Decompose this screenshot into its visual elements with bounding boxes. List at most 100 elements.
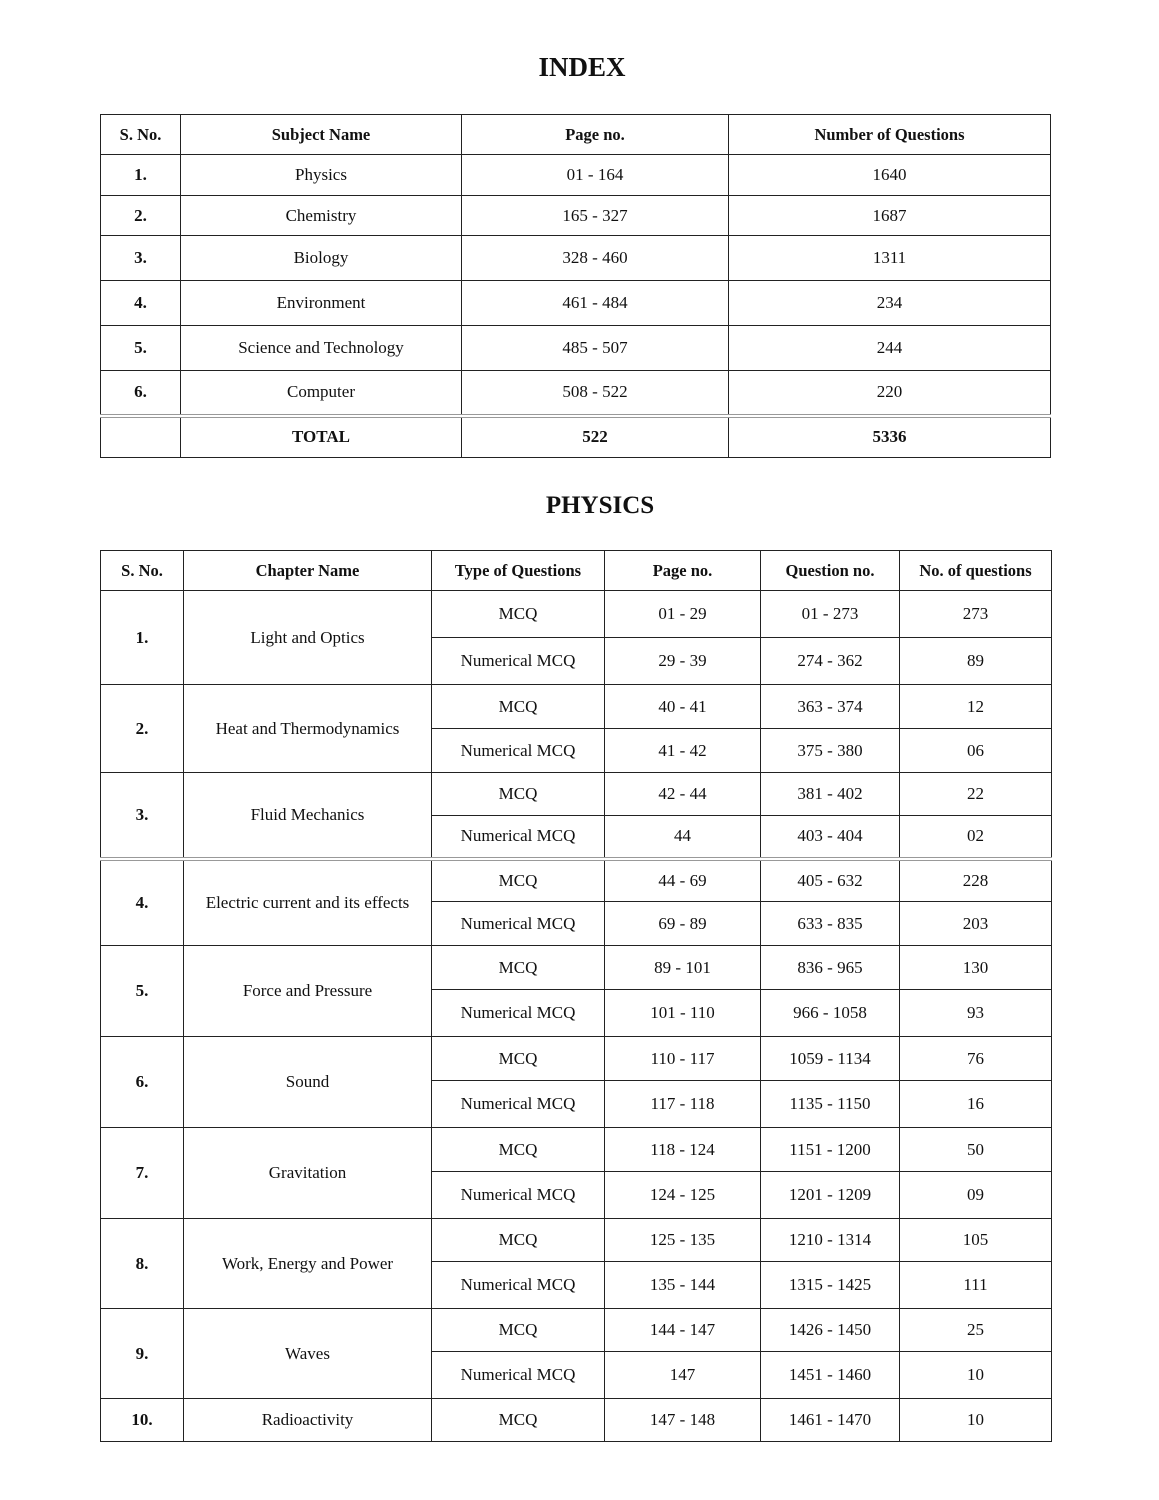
question-count: 93 [899,989,1052,1037]
sno: 4. [100,280,181,326]
table-row: 7. Gravitation MCQ 118 - 124 1151 - 1200 50 [100,1127,1052,1219]
question-type: Numerical MCQ [431,1351,605,1399]
chapter-name: Light and Optics [183,590,432,685]
header-questions: Number of Questions [728,114,1051,155]
question-type: MCQ [431,1127,605,1172]
question-count: 06 [899,728,1052,773]
question-type: MCQ [431,1308,605,1352]
page-range: 124 - 125 [604,1171,761,1219]
subject-name: Science and Technology [180,325,462,371]
table-row: 8. Work, Energy and Power MCQ 125 - 135 1210… [100,1218,1052,1309]
table-row: 10. Radioactivity MCQ 147 - 148 1461 - 1470 1… [100,1398,1052,1442]
subject-name: Environment [180,280,462,326]
question-range: 363 - 374 [760,684,900,729]
page-range: 44 [604,815,761,859]
question-type: Numerical MCQ [431,1261,605,1309]
header-chapter: Chapter Name [183,550,432,591]
question-type: MCQ [431,684,605,729]
physics-title: PHYSICS [545,492,655,519]
table-row: 5. Science and Technology 485 - 507 244 [100,325,1051,371]
sno: 2. [100,195,181,236]
table-row: Numerical MCQ 69 - 89 633 - 835 203 [101,901,1052,946]
index-title: INDEX [538,52,626,82]
question-range: 375 - 380 [760,728,900,773]
question-count: 244 [728,325,1051,371]
header-sno: S. No. [100,114,181,155]
question-type: MCQ [431,590,605,638]
page-range: 40 - 41 [604,684,761,729]
question-range: 274 - 362 [760,637,900,685]
table-row: 2. Heat and Thermodynamics MCQ 40 - 41 363 -… [100,684,1052,773]
page-range: 508 - 522 [461,370,729,416]
chapter-sno: 8. [100,1218,184,1309]
table-row: Numerical MCQ 101 - 110 966 - 1058 93 [101,989,1052,1037]
question-count: 76 [899,1036,1052,1081]
sno: 5. [100,325,181,371]
question-count: 25 [899,1308,1052,1352]
table-row: 4. Environment 461 - 484 234 [100,280,1051,326]
page-range: 147 [604,1351,761,1399]
question-type: Numerical MCQ [431,637,605,685]
question-range: 1451 - 1460 [760,1351,900,1399]
question-type: MCQ [431,772,605,816]
table-row: Numerical MCQ 44 403 - 404 02 [101,815,1052,859]
page-range: 125 - 135 [604,1218,761,1262]
header-subject: Subject Name [180,114,462,155]
sno: 3. [100,235,181,281]
question-count: 12 [899,684,1052,729]
header-type: Type of Questions [431,550,605,591]
question-type: MCQ [431,1218,605,1262]
table-row: Numerical MCQ 117 - 118 1135 - 1150 16 [101,1080,1052,1128]
question-range: 1461 - 1470 [760,1398,900,1442]
index-header-row: S. No. Subject Name Page no. Number of Q… [100,114,1051,155]
table-row: Numerical MCQ 29 - 39 274 - 362 89 [101,637,1052,685]
question-count: 50 [899,1127,1052,1172]
question-count: 234 [728,280,1051,326]
page-range: 165 - 327 [461,195,729,236]
chapter-name: Gravitation [183,1127,432,1219]
chapter-name: Work, Energy and Power [183,1218,432,1309]
chapter-sno: 2. [100,684,184,773]
question-range: 1059 - 1134 [760,1036,900,1081]
question-type: Numerical MCQ [431,901,605,946]
page-range: 118 - 124 [604,1127,761,1172]
question-count: 1640 [728,154,1051,196]
question-count: 89 [899,637,1052,685]
question-count: 111 [899,1261,1052,1309]
header-question-no: Question no. [760,550,900,591]
question-count: 1687 [728,195,1051,236]
table-row: 6. Computer 508 - 522 220 [100,370,1051,416]
chapter-name: Radioactivity [183,1398,432,1442]
question-count: 02 [899,815,1052,859]
question-range: 1315 - 1425 [760,1261,900,1309]
total-row: TOTAL 522 5336 [100,413,1051,458]
question-count: 228 [899,856,1052,902]
page-range: 42 - 44 [604,772,761,816]
chapter-name: Waves [183,1308,432,1399]
page-range: 44 - 69 [604,856,761,902]
page-range: 485 - 507 [461,325,729,371]
question-range: 381 - 402 [760,772,900,816]
subject-name: Physics [180,154,462,196]
question-range: 1201 - 1209 [760,1171,900,1219]
physics-header-row: S. No. Chapter Name Type of Questions Pa… [100,550,1052,591]
question-range: 403 - 404 [760,815,900,859]
sno: 6. [100,370,181,416]
table-row: 6. Sound MCQ 110 - 117 1059 - 1134 76 [100,1036,1052,1128]
chapter-sno: 3. [100,772,184,859]
total-label: TOTAL [180,413,462,458]
header-pages: Page no. [604,550,761,591]
question-count: 203 [899,901,1052,946]
question-range: 01 - 273 [760,590,900,638]
question-count: 273 [899,590,1052,638]
question-range: 1426 - 1450 [760,1308,900,1352]
page-range: 135 - 144 [604,1261,761,1309]
question-range: 633 - 835 [760,901,900,946]
chapter-sno: 1. [100,590,184,685]
page-range: 101 - 110 [604,989,761,1037]
question-count: 16 [899,1080,1052,1128]
page-range: 328 - 460 [461,235,729,281]
chapter-sno: 6. [100,1036,184,1128]
page-range: 147 - 148 [604,1398,761,1442]
index-table: S. No. Subject Name Page no. Number of Q… [100,114,1051,458]
